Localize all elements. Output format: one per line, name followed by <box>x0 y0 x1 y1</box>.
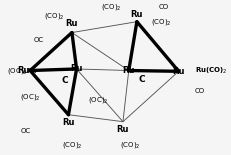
Text: Ru: Ru <box>18 66 30 75</box>
Text: Ru: Ru <box>70 64 82 73</box>
Text: (CO)$_2$: (CO)$_2$ <box>119 140 140 150</box>
Text: Ru: Ru <box>116 125 129 134</box>
Text: Ru: Ru <box>122 66 134 75</box>
Text: C: C <box>61 76 68 85</box>
Text: (OC)$_2$Ru: (OC)$_2$Ru <box>7 66 37 75</box>
Text: (OC)$_2$: (OC)$_2$ <box>88 95 108 105</box>
Text: (OC)$_2$: (OC)$_2$ <box>20 92 40 102</box>
Text: CO: CO <box>158 4 168 10</box>
Text: OC: OC <box>34 37 44 43</box>
Text: Ru: Ru <box>65 19 78 28</box>
Text: CO: CO <box>194 89 204 94</box>
Text: Ru: Ru <box>62 118 74 127</box>
Text: Ru(CO)$_2$: Ru(CO)$_2$ <box>194 66 226 76</box>
Text: C: C <box>138 75 144 84</box>
Text: (CO)$_2$: (CO)$_2$ <box>61 140 82 150</box>
Text: (CO)$_2$: (CO)$_2$ <box>101 2 121 12</box>
Text: OC: OC <box>21 128 31 134</box>
Text: Ru: Ru <box>172 67 184 76</box>
Text: Ru: Ru <box>130 10 143 19</box>
Text: (CO)$_2$: (CO)$_2$ <box>44 11 64 21</box>
Text: (CO)$_2$: (CO)$_2$ <box>150 17 171 27</box>
